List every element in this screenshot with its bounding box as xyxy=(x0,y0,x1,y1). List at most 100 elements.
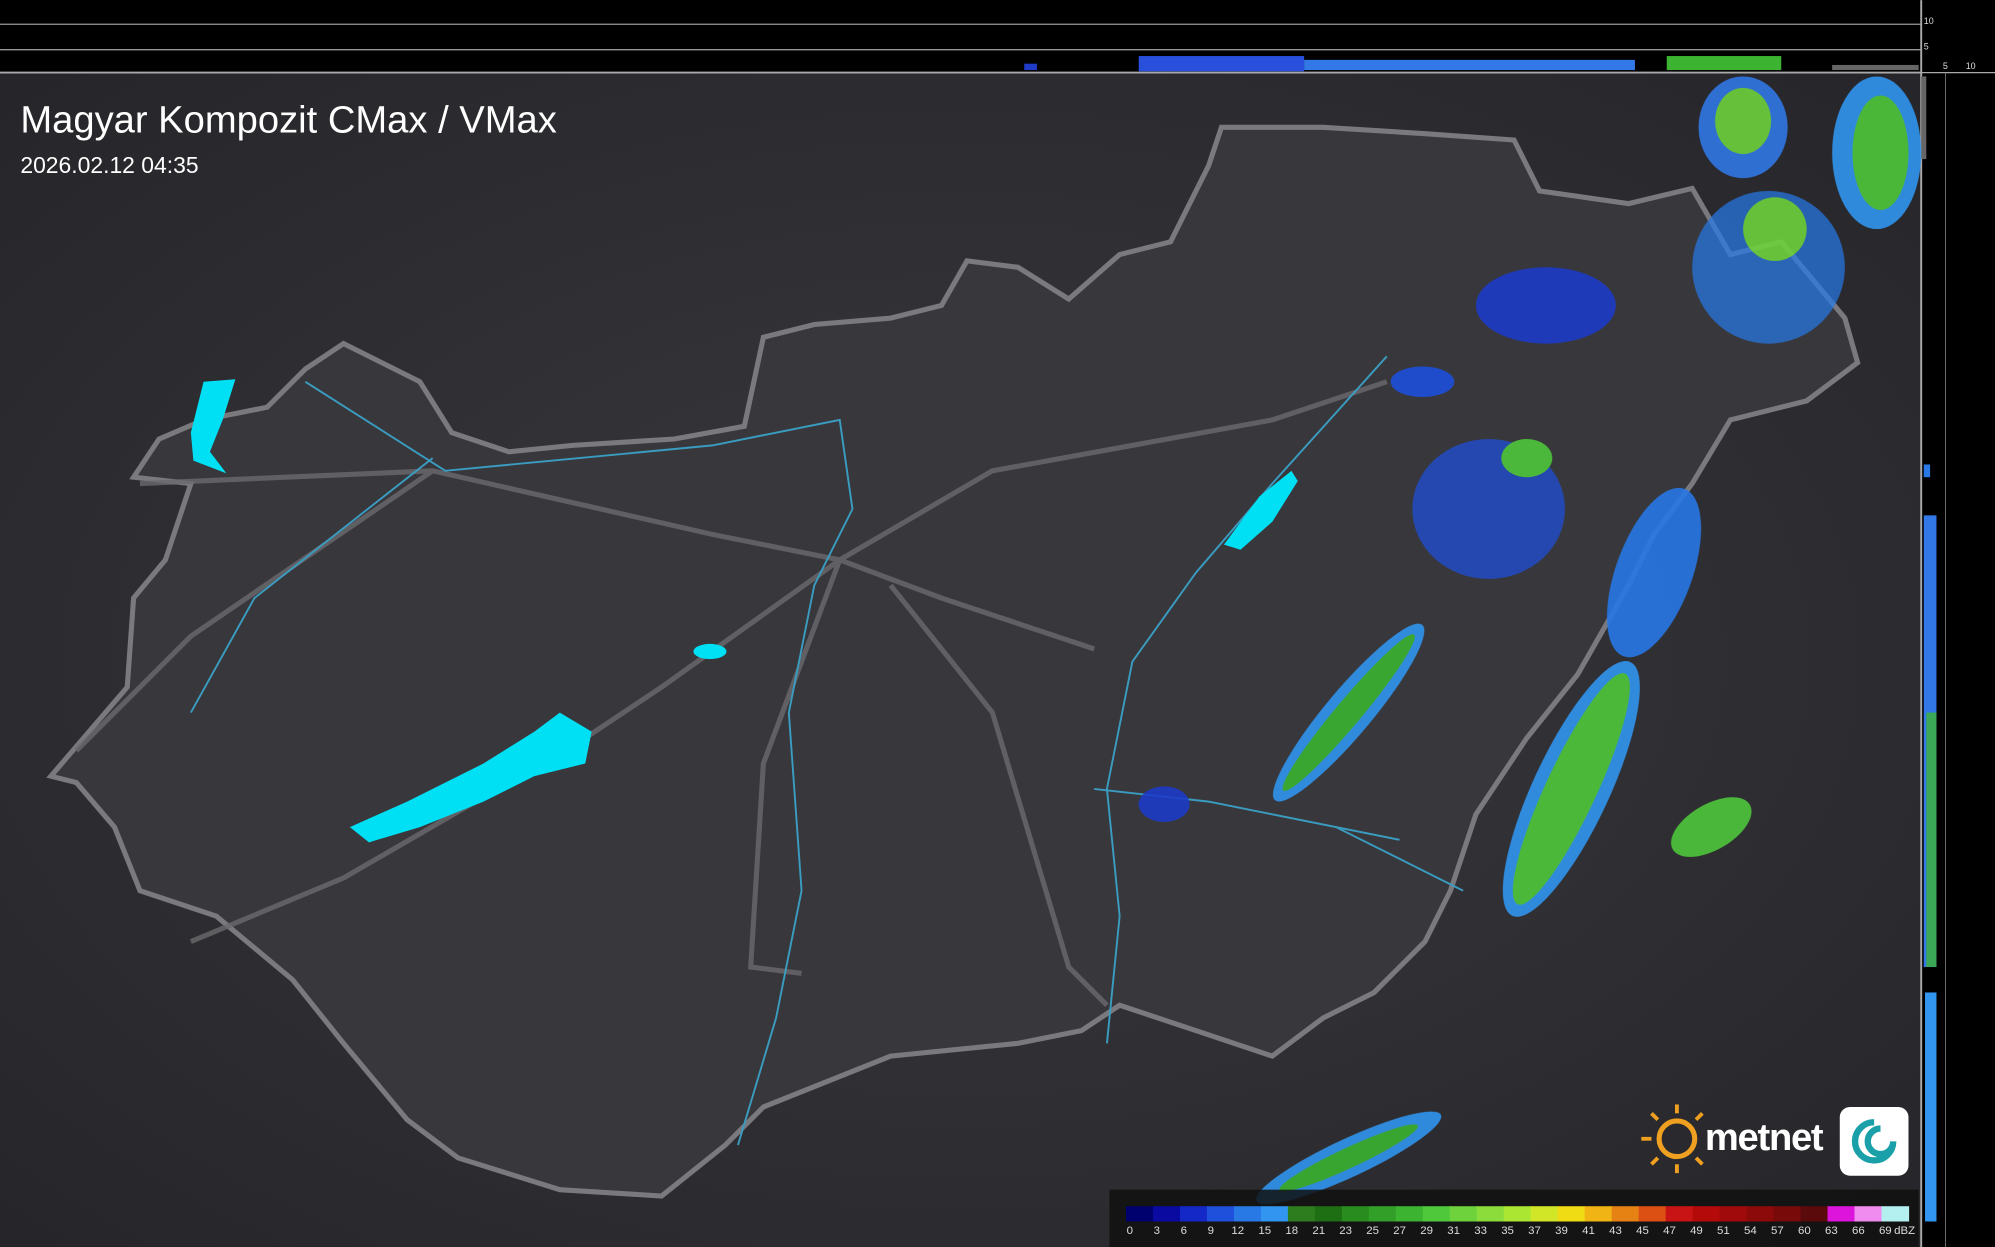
legend-label: 49 xyxy=(1690,1225,1703,1237)
side-profile-part xyxy=(1921,76,1927,160)
lakes xyxy=(190,379,1298,843)
legend-swatch xyxy=(1665,1206,1694,1222)
legend-label: 60 xyxy=(1798,1225,1811,1237)
lakes-part xyxy=(1223,470,1298,550)
radar-echoes xyxy=(1138,76,1922,1205)
legend-swatch xyxy=(1341,1206,1370,1222)
legend-label: 9 xyxy=(1208,1225,1214,1237)
radar-echoes-part xyxy=(1390,366,1455,398)
radar-echoes-part xyxy=(1671,797,1752,857)
legend-label: 3 xyxy=(1154,1225,1160,1237)
logo-part-part xyxy=(1650,1111,1660,1122)
radar-echoes-part xyxy=(1606,487,1702,658)
roads-part xyxy=(838,557,1096,652)
legend-swatch xyxy=(1179,1206,1208,1222)
legend-label: 47 xyxy=(1663,1225,1676,1237)
rivers-part xyxy=(1335,826,1464,892)
side-tick: 10 xyxy=(1966,61,1976,71)
radar-echoes-part xyxy=(1512,673,1630,905)
legend-label: 23 xyxy=(1339,1225,1352,1237)
legend-swatch xyxy=(1449,1206,1478,1222)
legend-swatch xyxy=(1881,1206,1910,1222)
legend-label: 54 xyxy=(1744,1225,1757,1237)
side-tick: 5 xyxy=(1943,61,1948,71)
logo-part xyxy=(1839,1106,1909,1176)
legend-label: 57 xyxy=(1771,1225,1784,1237)
legend-label: 29 xyxy=(1420,1225,1433,1237)
rivers-part xyxy=(190,457,434,714)
legend-label: 0 xyxy=(1127,1225,1133,1237)
legend-swatch xyxy=(1126,1206,1154,1222)
legend-swatch xyxy=(1584,1206,1613,1222)
legend-label: 37 xyxy=(1528,1225,1541,1237)
legend-swatch xyxy=(1206,1206,1235,1222)
legend-swatch xyxy=(1557,1206,1586,1222)
legend-label: 21 xyxy=(1312,1225,1325,1237)
legend-swatch xyxy=(1746,1206,1775,1222)
legend-label: 51 xyxy=(1717,1225,1730,1237)
legend: 0 3 6 9 12 15 18 21 23 25 27 29 31 33 35 37 39 41 43 45 47 49… xyxy=(1126,1206,1915,1237)
legend-swatch xyxy=(1854,1206,1883,1222)
top-profile-part xyxy=(1304,59,1635,71)
logo-part-part xyxy=(1694,1111,1704,1122)
legend-swatch xyxy=(1530,1206,1559,1222)
roads-part xyxy=(888,583,1109,1007)
legend-swatch xyxy=(1422,1206,1451,1222)
legend-swatch xyxy=(1692,1206,1721,1222)
rivers-part xyxy=(1105,355,1388,1044)
legend-label: 45 xyxy=(1636,1225,1649,1237)
top-profile xyxy=(0,23,1922,74)
legend-label: 25 xyxy=(1366,1225,1379,1237)
legend-label: 63 xyxy=(1825,1225,1838,1237)
radar-echoes-part xyxy=(1279,1124,1418,1192)
legend-swatch xyxy=(1827,1206,1856,1222)
roads-part xyxy=(747,558,843,976)
lakes-part xyxy=(693,643,727,660)
logo-part xyxy=(1641,1104,1704,1174)
rivers-part xyxy=(1094,787,1400,841)
legend-swatch xyxy=(1800,1206,1829,1222)
logo-part xyxy=(1851,1119,1897,1164)
legend-swatch xyxy=(1503,1206,1532,1222)
legend-label: 66 xyxy=(1852,1225,1865,1237)
legend-label: 43 xyxy=(1609,1225,1622,1237)
legend-label: 39 xyxy=(1555,1225,1568,1237)
radar-echoes-part xyxy=(1852,95,1909,210)
legend-swatch xyxy=(1611,1206,1640,1222)
top-tick: 5 xyxy=(1924,42,1929,52)
legend-swatch xyxy=(1368,1206,1397,1222)
side-profile-part xyxy=(1923,464,1931,478)
radar-echoes-part xyxy=(1501,439,1553,478)
legend-unit: dBZ xyxy=(1894,1225,1915,1237)
rivers-part xyxy=(304,380,854,1146)
legend-swatch xyxy=(1233,1206,1262,1222)
legend-label: 18 xyxy=(1285,1225,1298,1237)
roads-part xyxy=(74,468,435,753)
legend-label: 12 xyxy=(1231,1225,1244,1237)
side-profile-part xyxy=(1925,992,1937,1222)
top-profile-part xyxy=(1138,56,1305,72)
legend-label: 33 xyxy=(1474,1225,1487,1237)
top-profile-part xyxy=(1024,63,1037,71)
logo-part-part xyxy=(1650,1156,1660,1166)
legend-label: 35 xyxy=(1501,1225,1514,1237)
legend-label: 41 xyxy=(1582,1225,1595,1237)
legend-label: 15 xyxy=(1258,1225,1271,1237)
legend-swatch xyxy=(1395,1206,1424,1222)
radar-echoes-part xyxy=(1282,634,1415,791)
legend-label: 31 xyxy=(1447,1225,1460,1237)
legend-label: 6 xyxy=(1181,1225,1187,1237)
legend-swatch xyxy=(1638,1206,1667,1222)
radar-echoes-part xyxy=(1715,87,1772,155)
legend-swatch xyxy=(1476,1206,1505,1222)
legend-label: 27 xyxy=(1393,1225,1406,1237)
timestamp: 2026.02.12 04:35 xyxy=(20,152,198,178)
logo xyxy=(1641,1104,1909,1176)
radar-echoes-part xyxy=(1475,267,1616,344)
side-profile-part xyxy=(1926,712,1937,968)
radar-echoes-part xyxy=(1138,786,1190,822)
top-tick: 10 xyxy=(1924,16,1934,26)
legend-swatch xyxy=(1314,1206,1343,1222)
